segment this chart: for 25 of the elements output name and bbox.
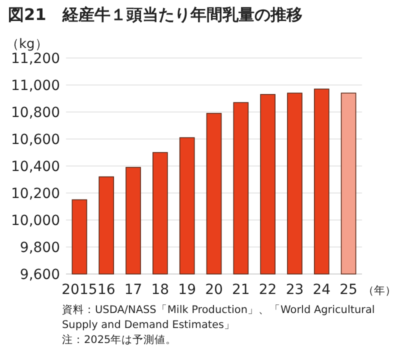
- chart-title: 図21 経産牛１頭当たり年間乳量の推移: [8, 5, 302, 24]
- y-tick-label: 11,200: [11, 51, 60, 67]
- y-axis-title: （kg）: [6, 37, 48, 52]
- x-tick-label: 20: [205, 282, 223, 298]
- x-tick-label: 17: [124, 282, 142, 298]
- x-tick-label: 2015: [62, 282, 98, 298]
- x-tick-label: 22: [258, 282, 277, 298]
- y-tick-label: 10,600: [11, 132, 60, 148]
- x-axis-title: （年）: [363, 284, 396, 297]
- x-tick-label: 21: [232, 282, 250, 298]
- x-tick-label: 25: [340, 282, 358, 298]
- x-tick-label: 19: [178, 282, 196, 298]
- x-tick-label: 16: [97, 282, 116, 298]
- x-tick-label: 18: [151, 282, 170, 298]
- x-tick-label: 23: [286, 282, 304, 298]
- y-tick-label: 10,000: [11, 213, 60, 229]
- y-tick-label: 10,200: [11, 186, 60, 202]
- text: 資料：USDA/NASS「Milk Production」、「World Agricultural Supply and Demand Estimates」: [62, 303, 376, 333]
- x-tick-label: 24: [312, 282, 331, 298]
- y-tick-label: 11,000: [11, 78, 60, 94]
- y-tick-label: 9,800: [20, 240, 60, 256]
- y-tick-label: 10,800: [11, 105, 60, 121]
- y-tick-label: 9,600: [20, 267, 60, 283]
- y-tick-label: 10,400: [11, 159, 60, 175]
- text: 注：2025年は予測値。: [62, 333, 178, 348]
